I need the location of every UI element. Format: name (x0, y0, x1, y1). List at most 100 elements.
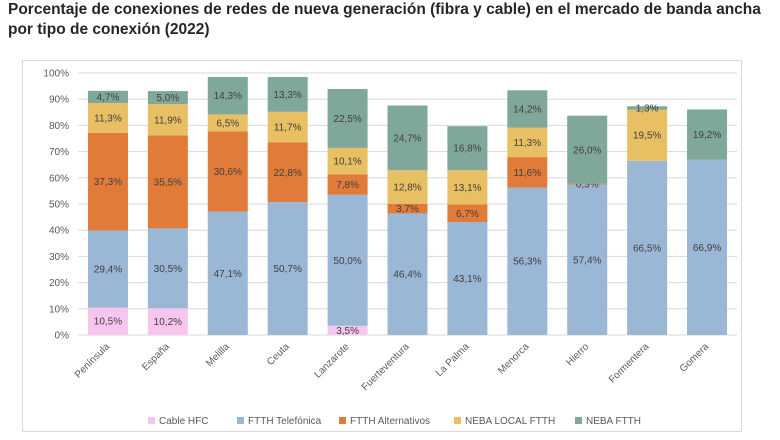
x-tick-label: Menorca (496, 341, 532, 377)
bar-segment (267, 76, 308, 112)
bar-segment (207, 114, 248, 132)
data-label: 22,8% (274, 168, 302, 179)
bar-segment (687, 109, 728, 160)
x-tick-label: Hierro (564, 341, 591, 368)
data-label: 7,8% (336, 180, 359, 191)
x-tick-label: La Palma (434, 341, 472, 379)
y-tick-label: 20% (49, 278, 69, 289)
bar-segment (147, 228, 188, 309)
y-tick-label: 90% (49, 95, 69, 106)
bar-segment (147, 91, 188, 105)
bar-segment (267, 142, 308, 203)
data-label: 43,1% (453, 274, 481, 285)
x-tick-label: Península (73, 341, 113, 381)
data-label: 11,6% (514, 168, 542, 179)
data-label: 11,9% (154, 115, 182, 126)
bar-segment (387, 213, 428, 335)
bar-segment (327, 88, 368, 148)
y-tick-label: 40% (49, 226, 69, 237)
data-label: 1,3% (636, 103, 659, 114)
data-label: 66,5% (633, 243, 661, 254)
bar-segment (627, 160, 668, 335)
data-label: 6,5% (216, 118, 239, 129)
bar-segment (507, 90, 548, 128)
x-tick-label: Formentera (607, 341, 652, 386)
bar-segment (327, 194, 368, 326)
data-label: 0,3% (576, 180, 599, 191)
data-label: 50,7% (274, 264, 302, 275)
data-label: 11,7% (274, 123, 302, 134)
bar-segment (627, 106, 668, 110)
chart-frame (22, 60, 742, 432)
bar-segment (87, 103, 128, 133)
y-tick-label: 50% (49, 200, 69, 211)
y-tick-label: 60% (49, 173, 69, 184)
y-tick-label: 80% (49, 121, 69, 132)
y-tick-label: 100% (43, 69, 69, 80)
bar-segment (567, 115, 608, 184)
bar-segment (147, 135, 188, 229)
data-label: 24,7% (393, 133, 421, 144)
bar-segment (387, 203, 428, 214)
data-label: 46,4% (393, 270, 421, 281)
data-label: 19,2% (693, 130, 721, 141)
data-label: 29,4% (94, 264, 122, 275)
legend-swatch (575, 417, 582, 424)
bar-segment (87, 307, 128, 335)
legend-swatch (237, 417, 244, 424)
bar-segment (567, 184, 608, 335)
bar-segment (627, 109, 668, 161)
bar-segment (207, 131, 248, 212)
data-label: 3,7% (396, 204, 419, 215)
bar-segment (87, 132, 128, 231)
legend-label: Cable HFC (159, 416, 208, 427)
data-label: 26,0% (573, 145, 601, 156)
data-label: 12,8% (393, 182, 421, 193)
bar-segment (387, 105, 428, 171)
y-tick-label: 0% (55, 331, 70, 342)
bar-segment (447, 222, 488, 335)
bar-segment (447, 204, 488, 223)
data-label: 56,3% (513, 257, 541, 268)
bar-segment (447, 170, 488, 205)
data-label: 10,2% (154, 317, 182, 328)
x-tick-label: Ceuta (265, 341, 292, 368)
bar-segment (387, 170, 428, 204)
bar-segment (687, 159, 728, 335)
data-label: 30,5% (154, 264, 182, 275)
chart-title: Porcentaje de conexiones de redes de nue… (8, 1, 761, 38)
data-label: 11,3% (94, 113, 122, 124)
bar-segment (327, 325, 368, 335)
legend-swatch (339, 417, 346, 424)
y-tick-label: 70% (49, 147, 69, 158)
bar-segment (207, 76, 248, 115)
bar-segment (327, 174, 368, 195)
bar-segment (447, 126, 488, 171)
x-tick-label: Melilla (204, 341, 232, 369)
data-label: 57,4% (573, 255, 601, 266)
bar-segment (267, 202, 308, 335)
bar-segment (147, 308, 188, 335)
data-label: 66,9% (693, 243, 721, 254)
bar-segment (507, 187, 548, 335)
legend-label: FTTH Alternativos (350, 416, 430, 427)
data-label: 10,1% (333, 157, 361, 168)
data-label: 13,3% (274, 90, 302, 101)
legend-swatch (148, 417, 155, 424)
bar-segment (327, 147, 368, 175)
data-label: 30,6% (214, 167, 242, 178)
data-label: 37,3% (94, 177, 122, 188)
bar-segment (267, 111, 308, 143)
data-label: 14,3% (214, 91, 242, 102)
data-label: 10,5% (94, 317, 122, 328)
data-label: 22,5% (333, 114, 361, 125)
y-tick-label: 30% (49, 252, 69, 263)
x-tick-label: España (140, 341, 172, 373)
data-label: 14,2% (513, 104, 541, 115)
x-tick-label: Fuerteventura (360, 341, 412, 393)
x-tick-label: Lanzarote (312, 341, 352, 381)
data-label: 35,5% (154, 177, 182, 188)
data-label: 13,1% (453, 183, 481, 194)
bar-segment (567, 183, 608, 185)
